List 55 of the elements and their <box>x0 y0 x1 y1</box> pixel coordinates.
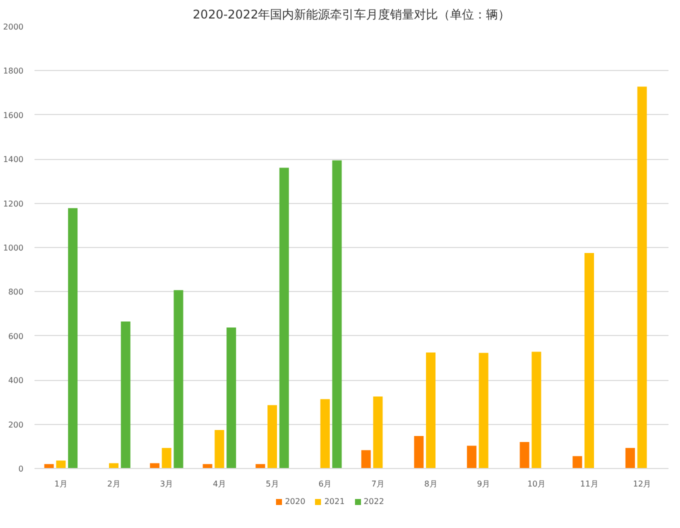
legend-label: 2021 <box>324 496 345 508</box>
x-tick-label: 2月 <box>107 480 120 488</box>
bar <box>572 456 582 468</box>
bar <box>108 463 119 468</box>
bar <box>202 464 212 468</box>
bar <box>174 290 184 468</box>
bar <box>361 450 371 468</box>
bar <box>279 168 289 468</box>
y-tick-label: 200 <box>8 420 24 430</box>
bar <box>637 86 647 468</box>
y-tick-label: 1200 <box>3 199 24 208</box>
y-tick-label: 2000 <box>3 22 24 32</box>
bar <box>320 399 330 468</box>
bar <box>466 446 476 468</box>
x-tick-label: 11月 <box>580 480 598 488</box>
y-tick-label: 1800 <box>3 66 24 76</box>
x-tick-label: 12月 <box>632 480 652 488</box>
x-tick-label: 8月 <box>424 480 438 488</box>
y-tick-label: 1600 <box>3 110 24 120</box>
x-tick-label: 4月 <box>212 480 226 488</box>
x-tick-label: 6月 <box>318 480 332 488</box>
x-tick-label: 10月 <box>527 480 546 488</box>
x-tick-label: 7月 <box>371 480 384 488</box>
bar <box>414 436 424 468</box>
bar <box>332 160 342 468</box>
bar <box>520 442 530 468</box>
x-tick-label: 1月 <box>54 480 68 488</box>
bar <box>267 405 278 468</box>
bar <box>625 448 635 468</box>
x-tick-label: 9月 <box>477 480 490 488</box>
bar <box>426 352 436 468</box>
y-tick-label: 400 <box>8 376 24 386</box>
bar <box>532 352 542 468</box>
bar <box>44 464 54 468</box>
bar <box>56 460 66 468</box>
x-tick-label: 5月 <box>266 480 279 488</box>
y-tick-label: 800 <box>8 288 24 297</box>
x-tick-label: 3月 <box>160 480 174 488</box>
legend-label: 2022 <box>364 496 384 508</box>
y-tick-label: 1000 <box>3 244 24 252</box>
chart-title: 2020-2022年国内新能源牵引车月度销量对比（单位：辆） <box>192 8 510 22</box>
bar <box>214 430 224 468</box>
bar <box>256 464 266 468</box>
bar <box>226 328 236 468</box>
y-tick-label: 0 <box>18 464 24 474</box>
bar <box>478 352 488 468</box>
bar <box>373 396 383 468</box>
legend-label: 2020 <box>284 496 306 508</box>
bar <box>584 253 594 468</box>
y-tick-label: 1400 <box>3 155 24 164</box>
y-tick-label: 600 <box>8 332 24 341</box>
bar <box>68 208 78 468</box>
bar <box>120 322 130 468</box>
bar <box>150 463 160 468</box>
bar <box>162 448 172 468</box>
